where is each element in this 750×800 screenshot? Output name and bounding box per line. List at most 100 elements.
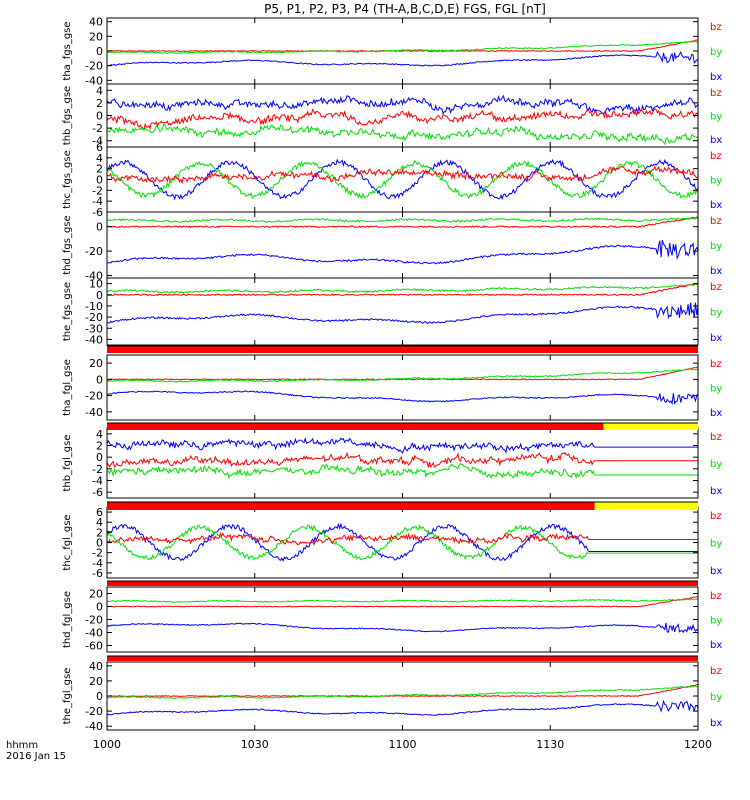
panel-thd_fgl_gse: 200-20-40-60 thd_fgl_gse bz by bx: [62, 586, 722, 653]
legend-bx: bx: [710, 566, 722, 577]
y-tick-label: 20: [89, 675, 103, 688]
legend-bz: bz: [710, 151, 722, 162]
y-tick-label: -40: [85, 627, 103, 640]
y-tick-label: 0: [96, 174, 103, 187]
series-by-line: [107, 283, 699, 294]
legend-bx: bx: [710, 200, 722, 211]
series-bz-line: [106, 451, 595, 469]
y-tick-label: 20: [89, 30, 103, 43]
y-tick-label: 2: [96, 440, 103, 453]
y-tick-label: -30: [85, 322, 103, 335]
y-tick-label: 0: [96, 221, 103, 234]
panel-frame: [106, 506, 699, 579]
x-tick-label: 1100: [389, 738, 417, 751]
y-tick-label: 6: [96, 506, 103, 519]
y-tick-label: 20: [89, 357, 103, 370]
legend-bx: bx: [710, 640, 722, 651]
y-tick-label: 10: [89, 278, 103, 291]
panel-ylabel: thb_fgl_gse: [62, 435, 73, 492]
series-by-line: [106, 217, 699, 223]
panel-thb_fgs_gse: 420-2-4 thb_fgs_gse bz by bx: [62, 83, 722, 148]
legend-bx: bx: [710, 718, 722, 729]
plot-title: P5, P1, P2, P3, P4 (TH-A,B,C,D,E) FGS, F…: [264, 2, 546, 16]
panel-the_fgs_gse: 100-10-20-30-40 the_fgs_gse bz by bx: [62, 277, 722, 346]
y-tick-label: -20: [85, 245, 103, 258]
panel-frame: [106, 354, 699, 421]
y-tick-label: -20: [85, 614, 103, 627]
mode-bars-group: [107, 345, 698, 661]
x-tick-label: 1000: [93, 738, 121, 751]
y-tick-label: 4: [96, 84, 103, 97]
date-label: 2016 Jan 15: [6, 751, 66, 762]
x-tick-label: 1130: [536, 738, 564, 751]
legend-bx: bx: [710, 408, 722, 419]
y-tick-label: 0: [96, 451, 103, 464]
y-tick-label: 4: [96, 428, 103, 441]
y-tick-label: 0: [96, 373, 103, 386]
series-bx-line: [106, 239, 699, 265]
y-tick-label: -4: [92, 475, 103, 488]
panel-ylabel: thd_fgl_gse: [62, 591, 73, 648]
legend-bz: bz: [710, 22, 722, 33]
series-by-line: [107, 598, 699, 603]
y-tick-label: 4: [96, 516, 103, 529]
series-bz-line: [106, 531, 589, 546]
series-bx-line: [106, 302, 699, 324]
panel-thd_fgs_gse: 0 -20 -40 thd_fgs_gse bz by bx: [62, 211, 722, 283]
legend-bz: bz: [710, 511, 722, 522]
mode-bar-yellow: [603, 423, 698, 430]
legend-bz: bz: [710, 666, 722, 677]
panel-ylabel: tha_fgs_gse: [62, 21, 73, 80]
series-by-line: [106, 159, 699, 200]
y-tick-label: 0: [96, 601, 103, 614]
y-tick-label: -20: [85, 311, 103, 324]
panel-frame: [106, 586, 699, 653]
legend-bz: bz: [710, 88, 722, 99]
panel-frame: [106, 277, 699, 346]
mode-bar-red: [107, 346, 698, 353]
panel-tha_fgl_gse: 20 0 -20 -40 tha_fgl_gse bz by bx: [62, 354, 722, 421]
y-tick-label: -2: [92, 122, 103, 135]
series-bx-line: [106, 699, 699, 716]
y-tick-label: 0: [96, 537, 103, 550]
panel-ylabel: thd_fgs_gse: [62, 215, 73, 274]
y-tick-label: -40: [85, 720, 103, 733]
x-tick-label: 1200: [684, 738, 712, 751]
y-tick-label: -4: [92, 135, 103, 148]
series-bz-line: [106, 165, 699, 185]
legend-by: by: [710, 616, 722, 627]
y-tick-label: 20: [89, 588, 103, 601]
panel-ylabel: thb_fgs_gse: [62, 86, 73, 145]
y-tick-label: -10: [85, 300, 103, 313]
series-bx-line: [106, 390, 699, 405]
legend-bz: bz: [710, 359, 722, 370]
legend-bx: bx: [710, 135, 722, 146]
series-bz-line: [106, 39, 699, 52]
mode-bar-red: [107, 656, 698, 661]
y-tick-label: -6: [92, 486, 103, 499]
panel-ylabel: tha_fgl_gse: [62, 359, 73, 416]
series-bx-line: [106, 158, 699, 201]
series-bx-line: [106, 436, 595, 454]
series-bx-line: [106, 522, 589, 562]
y-tick-label: 0: [96, 110, 103, 123]
panel-thb_fgl_gse: 420-2-4-6 thb_fgl_gse bz by bx: [62, 427, 722, 499]
y-tick-label: 2: [96, 97, 103, 110]
time-label: hhmm: [6, 740, 38, 751]
legend-by: by: [710, 308, 722, 319]
legend-bz: bz: [710, 282, 722, 293]
legend-by: by: [710, 539, 722, 550]
series-by-line: [106, 462, 596, 480]
legend-bx: bx: [710, 333, 722, 344]
series-bz-line: [106, 216, 699, 229]
series-bz-line: [107, 684, 698, 698]
series-by-line: [106, 40, 699, 54]
y-tick-label: 40: [89, 660, 103, 673]
panel-ylabel: thc_fgl_gse: [62, 514, 73, 570]
legend-bx: bx: [710, 486, 722, 497]
series-by-line: [106, 368, 699, 383]
